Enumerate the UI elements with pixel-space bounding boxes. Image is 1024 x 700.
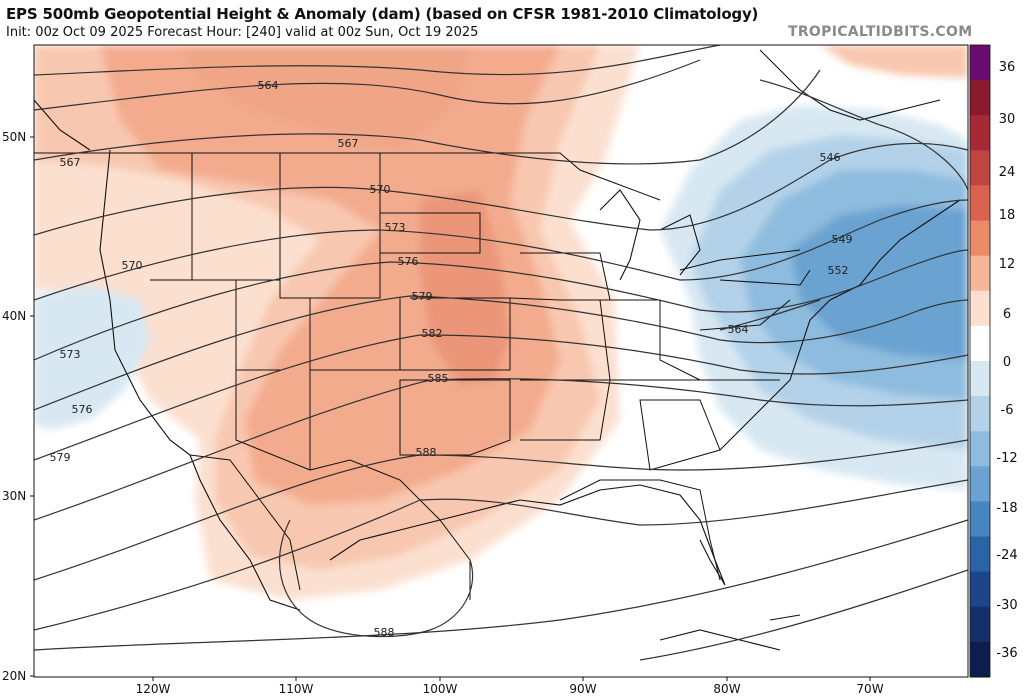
colorbar-cell [970,220,990,257]
lon-label: 100W [423,682,458,696]
colorbar-cell [970,185,990,222]
colorbar-cell [970,80,990,116]
colorbar-cell [970,606,990,643]
colorbar-cell [970,466,990,502]
lon-label: 70W [856,682,883,696]
contour-label: 585 [428,372,449,385]
colorbar-cell [970,45,990,81]
lon-label: 90W [569,682,596,696]
map-title: EPS 500mb Geopotential Height & Anomaly … [6,5,759,23]
colorbar-tick: -36 [996,646,1017,661]
political-borders [34,152,811,600]
map-subtitle: Init: 00z Oct 09 2025 Forecast Hour: [24… [6,25,479,40]
lon-label: 110W [279,682,314,696]
contour-label: 582 [422,327,443,340]
contour-label: 588 [416,446,437,459]
latitude-axis: 50N 40N 30N 20N [2,130,34,683]
colorbar-cell [970,396,990,432]
contour-label: 576 [72,403,93,416]
colorbar-tick: -12 [996,451,1017,466]
colorbar: 36 30 24 18 12 6 0 -6 -12 -18 -24 -30 -3… [969,44,1018,678]
coastlines [34,49,961,651]
site-watermark[interactable]: TROPICALTIDBITS.COM [788,24,973,40]
colorbar-tick: -30 [996,598,1017,613]
lat-label: 20N [2,669,26,683]
colorbar-cell [970,361,990,397]
colorbar-tick: 18 [999,208,1016,223]
lon-label: 80W [713,682,740,696]
lon-label: 120W [136,682,171,696]
colorbar-cell [970,150,990,186]
contour-label: 579 [412,290,433,303]
colorbar-cell [970,115,990,151]
colorbar-cell [970,536,990,573]
contour-label: 579 [50,451,71,464]
contour-labels: 564 567 567 570 570 573 573 576 576 579 … [50,79,853,639]
colorbar-tick: 0 [1003,355,1011,370]
contour-label: 570 [122,259,143,272]
longitude-axis: 120W 110W 100W 90W 80W 70W [136,677,884,696]
lat-label: 30N [2,489,26,503]
colorbar-tick: -6 [1001,403,1014,418]
colorbar-cell [970,255,990,292]
contour-label: 552 [828,264,849,277]
colorbar-ticks: 36 30 24 18 12 6 0 -6 -12 -18 -24 -30 -3… [996,60,1017,661]
colorbar-tick: 12 [999,257,1016,272]
contour-label: 567 [60,156,81,169]
contour-label: 549 [832,233,853,246]
contour-label: 573 [60,348,81,361]
map-area: 564 567 567 570 570 573 573 576 576 579 … [34,45,968,677]
positive-anomaly [34,45,968,600]
colorbar-cell [970,325,990,362]
lat-label: 40N [2,309,26,323]
contour-label: 567 [338,137,359,150]
contour-label: 573 [385,221,406,234]
colorbar-tick: -18 [996,501,1017,516]
colorbar-tick: -24 [996,548,1017,563]
contour-label: 570 [370,183,391,196]
colorbar-cell [970,641,990,678]
colorbar-cell [970,501,990,538]
colorbar-cell [970,571,990,608]
negative-anomaly [34,105,968,490]
contour-label: 576 [398,255,419,268]
lat-label: 50N [2,130,26,144]
height-contours [34,45,968,661]
colorbar-cells [970,45,990,678]
colorbar-cell [970,290,990,327]
colorbar-cell [970,431,990,467]
colorbar-tick: 24 [999,165,1016,180]
map-frame [33,44,969,678]
colorbar-tick: 6 [1003,307,1011,322]
colorbar-tick: 36 [999,60,1016,75]
contour-label: 564 [728,323,749,336]
colorbar-tick: 30 [999,112,1016,127]
colorbar-frame [969,44,991,678]
contour-label: 588 [374,626,395,639]
contour-label: 564 [258,79,279,92]
contour-label: 546 [820,151,841,164]
